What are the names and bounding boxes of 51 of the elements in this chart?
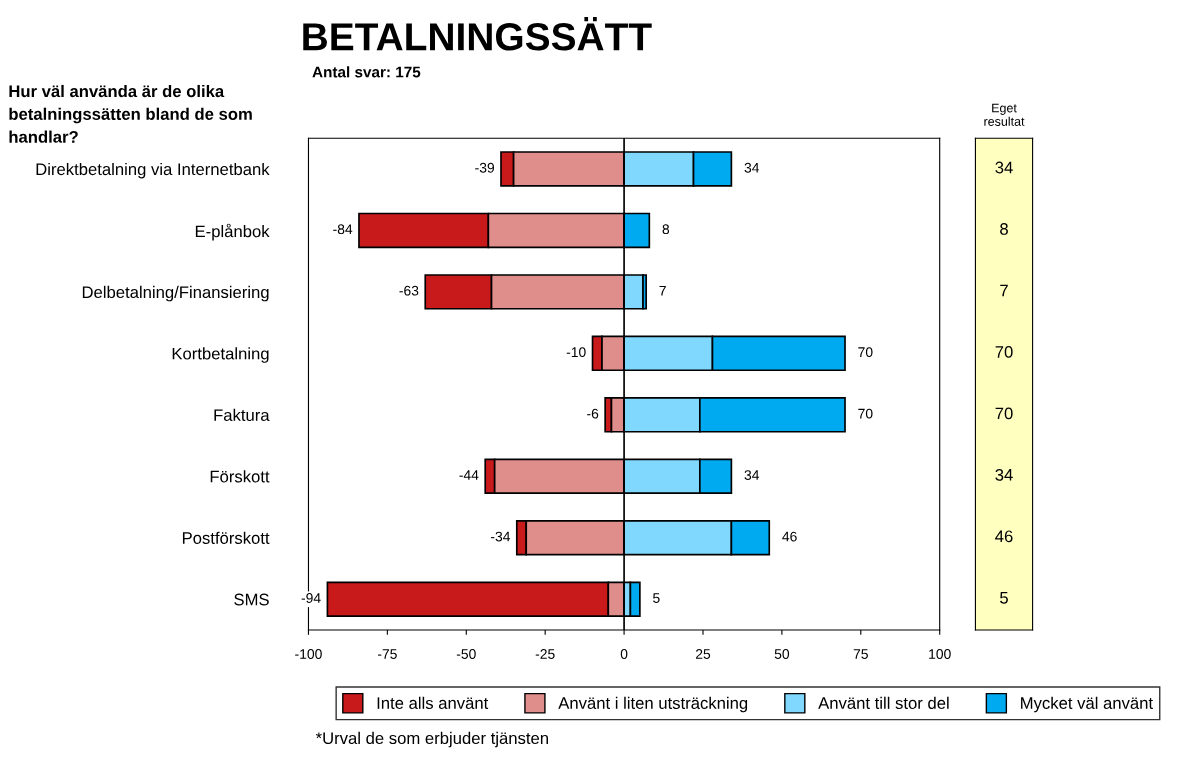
text: 70 [995, 346, 1013, 358]
text: -44 [459, 470, 479, 480]
bar [629, 581, 641, 617]
text: 70 [995, 407, 1013, 420]
text: 7 [1000, 284, 1008, 297]
x-tick-label: 100 [929, 649, 951, 659]
text: 5 [653, 593, 660, 603]
text: -39 [475, 162, 495, 173]
x-tick-label: 50 [774, 649, 790, 659]
text: -10 [566, 347, 586, 358]
text: 34 [995, 161, 1013, 174]
text: 34 [744, 162, 760, 173]
text: 46 [782, 531, 797, 542]
text: -84 [333, 224, 353, 235]
text: *Urval de som erbjuder tjänsten [315, 731, 548, 748]
text: 70 [858, 347, 873, 358]
y-tick-label: Faktura [214, 408, 270, 422]
text: -34 [491, 531, 511, 542]
text: 8 [1000, 223, 1008, 235]
text: 8 [662, 224, 670, 235]
chart-subtitle: Antal svar: 175 [312, 66, 421, 78]
text: Eget resultat [984, 103, 1025, 126]
legend-label: Inte alls använt [377, 696, 489, 709]
y-tick-label: Kortbetalning [172, 347, 269, 363]
legend-label: Använt till stor del [818, 696, 949, 709]
x-tick-label: -50 [456, 649, 476, 659]
y-tick-label: Förskott [210, 470, 270, 483]
x-tick-label: -25 [535, 649, 555, 659]
text: 7 [659, 285, 666, 296]
text: -63 [399, 285, 419, 296]
y-tick-label: Delbetalning/Finansiering [82, 285, 269, 302]
text: 34 [744, 470, 760, 480]
text: 5 [1000, 592, 1008, 604]
legend-label: Mycket väl använt [1021, 696, 1153, 713]
text: -94 [301, 593, 321, 603]
x-tick-label: 75 [853, 649, 868, 659]
text: 70 [858, 408, 873, 419]
x-tick-label: -100 [295, 649, 322, 659]
legend-label: Använt i liten utsträckning [558, 696, 748, 713]
x-tick-label: 0 [620, 649, 628, 659]
y-tick-label: Direktbetalning via Internetbank [36, 162, 270, 179]
y-tick-label: Postförskott [182, 531, 270, 544]
text: 34 [995, 468, 1013, 481]
chart-title: BETALNINGSSÄTT [303, 16, 652, 51]
text: 46 [995, 530, 1013, 543]
y-tick-label: SMS [234, 593, 269, 606]
x-tick-label: 25 [695, 649, 711, 659]
x-tick-label: -75 [377, 649, 397, 659]
y-tick-label: E-plånbok [195, 223, 270, 241]
text: Hur väl använda är de olika betalningssätten bland de som handlar? [9, 84, 252, 143]
text: -6 [587, 408, 599, 419]
